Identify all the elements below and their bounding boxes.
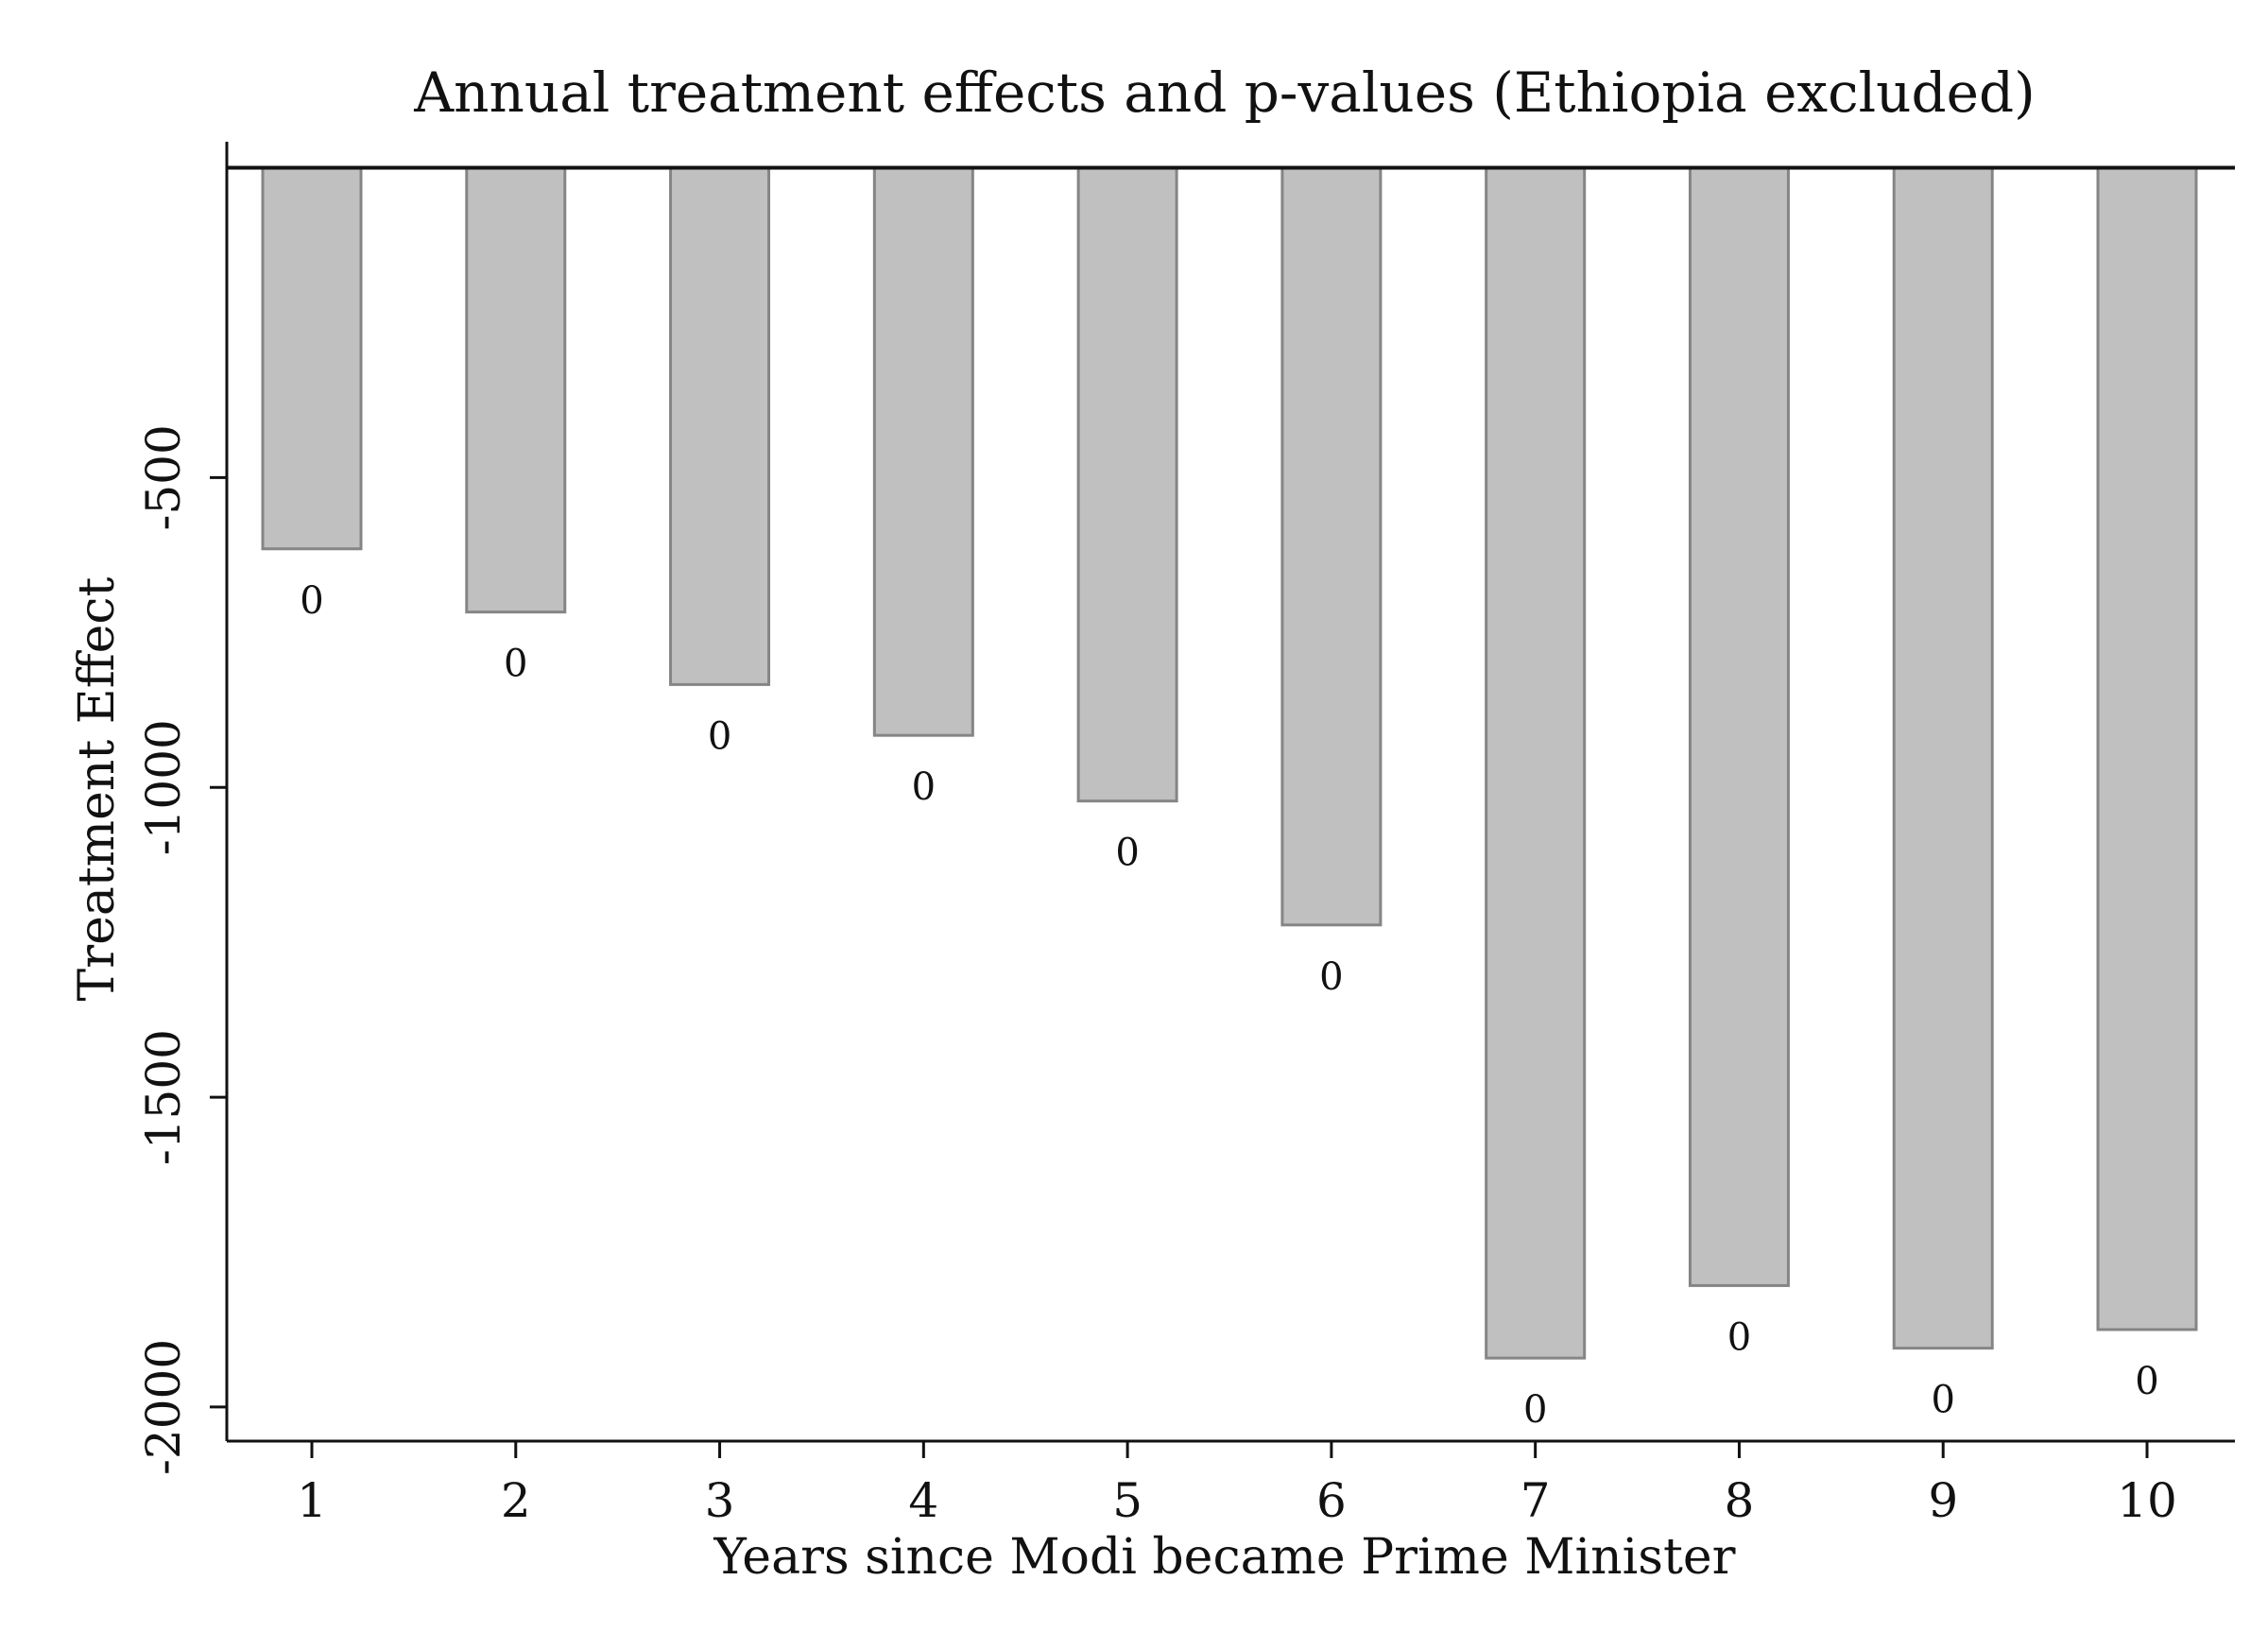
bar [1688,166,1790,1287]
data-label: 0 [1523,1388,1547,1432]
bar [1076,166,1178,803]
bar [1892,166,1994,1350]
data-label: 0 [1319,955,1343,999]
data-label: 0 [300,579,323,623]
x-tick-label: 5 [1112,1473,1143,1528]
x-tick-label: 1 [297,1473,327,1528]
data-label: 0 [504,643,527,686]
x-tick-label: 3 [705,1473,735,1528]
bar [1280,166,1383,927]
bar [669,166,771,686]
x-tick-label: 6 [1316,1473,1347,1528]
x-tick-label: 10 [2117,1473,2177,1528]
y-axis-label: Treatment Effect [69,576,126,1001]
y-tick-label: -2000 [136,1339,191,1475]
data-label: 0 [1727,1315,1751,1359]
x-tick-label: 2 [501,1473,531,1528]
x-tick-label: 7 [1521,1473,1551,1528]
data-label: 0 [1115,832,1139,875]
x-tick-label: 8 [1725,1473,1755,1528]
y-tick-label: -500 [136,424,191,530]
data-label: 0 [2135,1360,2158,1403]
data-label: 0 [912,765,936,809]
y-tick-label: -1500 [136,1029,191,1165]
chart-title: Annual treatment effects and p-values (E… [413,60,2035,125]
x-tick-label: 4 [908,1473,938,1528]
data-label: 0 [708,714,731,758]
bar [1485,166,1587,1360]
y-tick-label: -1000 [136,719,191,855]
data-label: 0 [1931,1379,1954,1422]
bar [465,166,567,614]
bar [261,166,363,551]
bar [872,166,974,737]
x-tick-label: 9 [1928,1473,1958,1528]
x-axis-label: Years since Modi became Prime Minister [713,1529,1736,1586]
bar [2096,166,2198,1331]
